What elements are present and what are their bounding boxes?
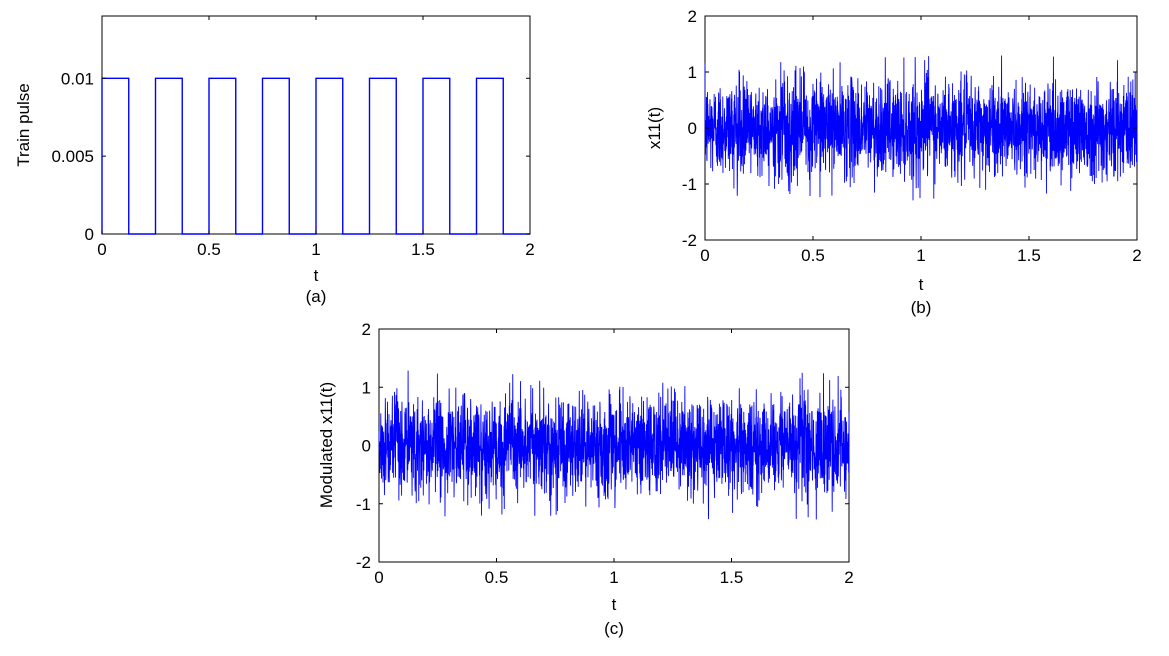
panel-a-xtick-label: 1.5 — [411, 240, 435, 259]
panel-b-xtick-label: 1.5 — [1017, 246, 1041, 265]
panel-c-ytick-label: -1 — [356, 495, 371, 514]
panel-b-signal-line — [704, 55, 1138, 201]
panel-c-xtick-label: 2 — [844, 568, 853, 587]
panel-b-ytick-label: -2 — [682, 231, 697, 250]
panel-a-xlabel: t — [314, 266, 319, 285]
panel-a-ytick-label: 0.01 — [61, 69, 94, 88]
panel-c-ylabel: Modulated x11(t) — [317, 382, 336, 508]
panel-a-xtick-label: 1 — [311, 240, 320, 259]
panel-c-ytick-label: 2 — [362, 320, 371, 339]
panel-c-ytick-label: -2 — [356, 553, 371, 572]
panel-b-x11: 0 0.5 1 1.5 2 -2 -1 0 1 2 t (b) x11(t) — [645, 7, 1142, 317]
panel-c-modulated-x11: 0 0.5 1 1.5 2 -2 -1 0 1 2 t (c) Modulated x11(t) — [317, 320, 854, 638]
panel-a-pulse-series — [101, 77, 530, 235]
panel-c-signal-line — [378, 370, 850, 520]
panel-c-xtick-label: 0.5 — [485, 568, 509, 587]
panel-b-xtick-label: 0 — [700, 246, 709, 265]
panel-b-ticks: 0 0.5 1 1.5 2 -2 -1 0 1 2 — [682, 7, 1142, 265]
panel-c-ticks: 0 0.5 1 1.5 2 -2 -1 0 1 2 — [356, 320, 854, 587]
panel-b-xlabel: t — [919, 275, 924, 294]
panel-a-ylabel: Train pulse — [14, 83, 33, 166]
panel-a-pulse-line — [101, 77, 530, 235]
panel-a-caption: (a) — [306, 287, 327, 306]
panel-c-caption: (c) — [604, 619, 624, 638]
panel-c-ytick-label: 1 — [362, 378, 371, 397]
panel-b-ytick-label: 0 — [688, 119, 697, 138]
panel-c-xtick-label: 1.5 — [720, 568, 744, 587]
panel-c-ytick-label: 0 — [362, 437, 371, 456]
panel-c-signal-series — [378, 370, 850, 520]
panel-b-xtick-label: 0.5 — [801, 246, 825, 265]
panel-c-xlabel: t — [612, 595, 617, 614]
panel-a-ytick-label: 0 — [85, 225, 94, 244]
panel-a-xtick-label: 0.5 — [197, 240, 221, 259]
panel-a-ytick-label: 0.005 — [51, 147, 94, 166]
panel-c-xtick-label: 0 — [374, 568, 383, 587]
panel-b-ytick-label: 1 — [688, 63, 697, 82]
panel-b-ytick-label: -1 — [682, 175, 697, 194]
panel-a-xtick-label: 0 — [97, 240, 106, 259]
panel-c-xtick-label: 1 — [609, 568, 618, 587]
panel-a-ticks: 0 0.5 1 1.5 2 0 0.005 0.01 — [51, 16, 535, 259]
panel-b-caption: (b) — [911, 298, 932, 317]
panel-b-signal-series — [704, 55, 1138, 201]
panel-b-ytick-label: 2 — [688, 7, 697, 26]
panel-b-xtick-label: 1 — [916, 246, 925, 265]
panel-a-train-pulse: 0 0.5 1 1.5 2 0 0.005 0.01 t (a) Train pulse — [14, 15, 535, 306]
panel-a-xtick-label: 2 — [525, 240, 534, 259]
panel-b-ylabel: x11(t) — [645, 107, 664, 149]
panel-b-xtick-label: 2 — [1132, 246, 1141, 265]
